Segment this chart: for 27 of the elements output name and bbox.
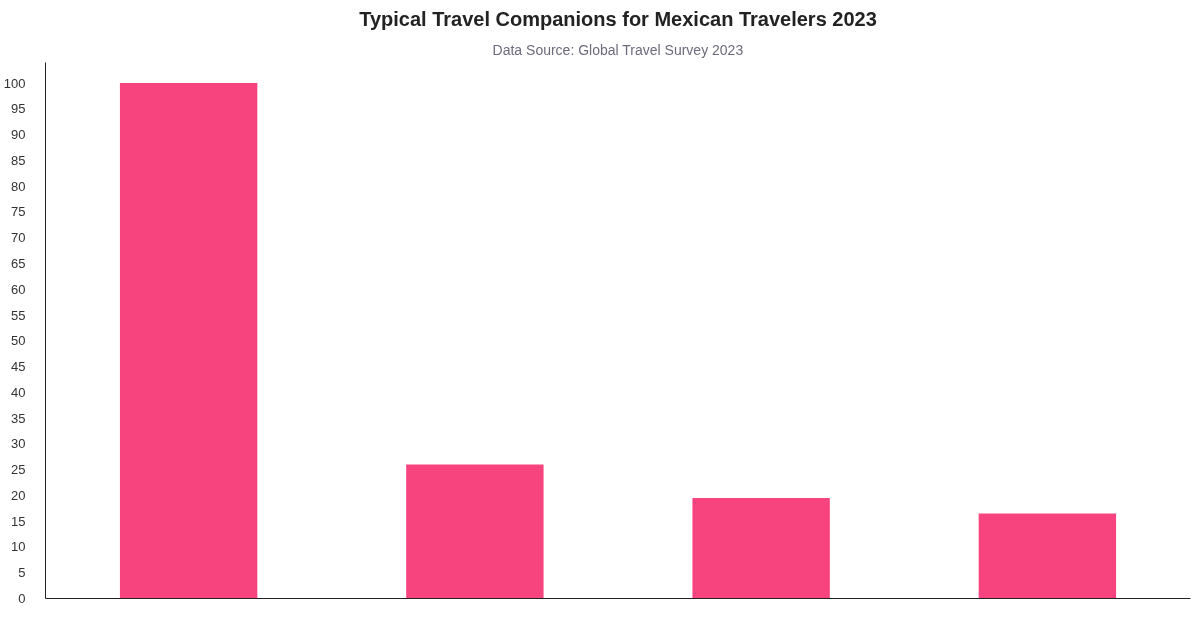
y-tick-label: 70: [11, 230, 26, 246]
y-tick-label: 100: [3, 75, 26, 91]
y-tick-label: 55: [11, 307, 26, 323]
y-tick-label: 85: [11, 152, 26, 168]
bar: [978, 513, 1117, 599]
y-tick-label: 10: [11, 539, 26, 555]
y-tick-label: 90: [11, 127, 26, 143]
y-tick-label: 30: [11, 436, 26, 452]
y-tick-label: 75: [11, 204, 26, 220]
y-tick-label: 25: [11, 462, 26, 478]
y-tick-label: 40: [11, 384, 26, 400]
y-tick-label: 0: [18, 591, 26, 606]
y-tick-label: 45: [11, 359, 26, 375]
y-tick-label: 5: [18, 565, 26, 581]
y-tick-label: 80: [11, 178, 26, 194]
y-tick-label: 35: [11, 410, 26, 426]
y-tick-label: 60: [11, 281, 26, 297]
y-tick-label: 15: [11, 513, 26, 529]
y-tick-label: 20: [11, 487, 26, 503]
bar: [692, 498, 830, 599]
chart-title: Typical Travel Companions for Mexican Travelers 2023: [359, 7, 877, 30]
y-tick-label: 95: [11, 101, 26, 117]
y-tick-label: 50: [11, 333, 26, 349]
chart-subtitle: Data Source: Global Travel Survey 2023: [492, 41, 744, 58]
bar: [119, 83, 258, 599]
y-tick-label: 65: [11, 256, 26, 271]
bar: [406, 464, 544, 599]
